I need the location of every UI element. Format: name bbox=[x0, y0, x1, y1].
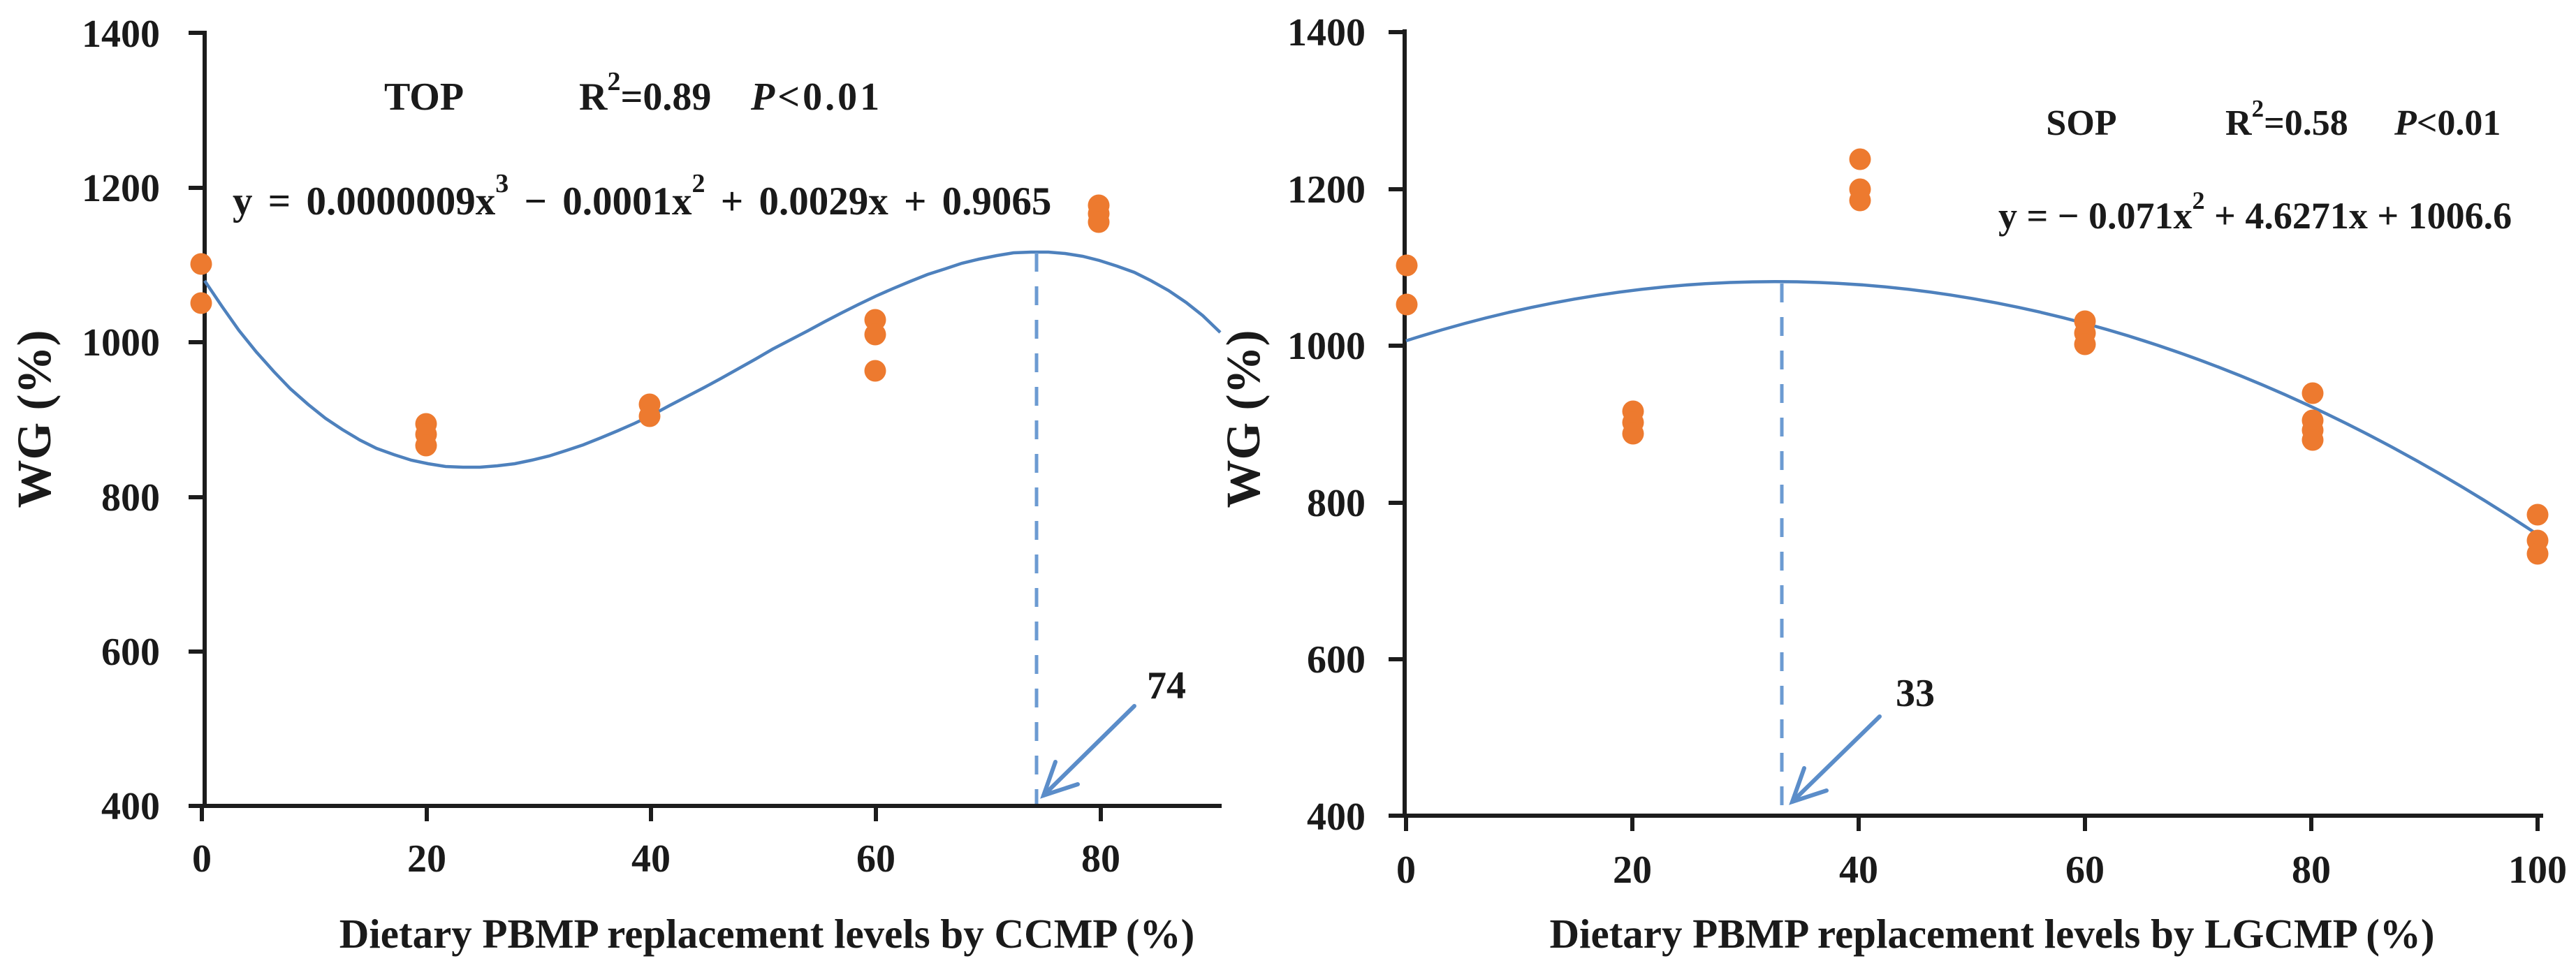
svg-text:R2=0.89: R2=0.89 bbox=[579, 67, 711, 119]
svg-text:0: 0 bbox=[192, 837, 212, 881]
svg-text:600: 600 bbox=[101, 631, 160, 674]
svg-text:P<0.01: P<0.01 bbox=[750, 75, 882, 119]
svg-text:0: 0 bbox=[1396, 849, 1416, 892]
svg-text:800: 800 bbox=[101, 476, 160, 520]
svg-text:1400: 1400 bbox=[82, 13, 160, 56]
svg-text:800: 800 bbox=[1307, 482, 1366, 525]
svg-text:R2=0.58: R2=0.58 bbox=[2225, 95, 2348, 143]
svg-text:40: 40 bbox=[631, 837, 671, 881]
svg-text:y = − 0.071x2 + 4.6271x + 1006: y = − 0.071x2 + 4.6271x + 1006.6 bbox=[1998, 186, 2512, 237]
svg-text:1000: 1000 bbox=[82, 321, 160, 365]
svg-text:20: 20 bbox=[407, 837, 446, 881]
svg-text:80: 80 bbox=[1081, 837, 1120, 881]
svg-text:80: 80 bbox=[2292, 849, 2331, 892]
svg-text:SOP: SOP bbox=[2046, 103, 2116, 143]
svg-text:600: 600 bbox=[1307, 638, 1366, 682]
svg-text:Dietary PBMP replacement level: Dietary PBMP replacement levels by CCMP … bbox=[339, 911, 1194, 957]
svg-text:P<0.01: P<0.01 bbox=[2394, 103, 2501, 143]
svg-text:33: 33 bbox=[1896, 672, 1935, 715]
svg-text:20: 20 bbox=[1613, 849, 1652, 892]
svg-text:WG (%): WG (%) bbox=[1217, 330, 1270, 508]
svg-text:40: 40 bbox=[1839, 849, 1878, 892]
svg-text:100: 100 bbox=[2508, 849, 2567, 892]
svg-text:Dietary PBMP replacement level: Dietary PBMP replacement levels by LGCMP… bbox=[1549, 911, 2434, 957]
svg-text:74: 74 bbox=[1147, 664, 1186, 707]
svg-text:1200: 1200 bbox=[82, 167, 160, 210]
svg-text:60: 60 bbox=[2065, 849, 2105, 892]
svg-text:WG (%): WG (%) bbox=[8, 330, 61, 508]
svg-text:1200: 1200 bbox=[1287, 168, 1366, 212]
svg-text:1400: 1400 bbox=[1287, 11, 1366, 54]
svg-text:1000: 1000 bbox=[1287, 325, 1366, 368]
svg-text:400: 400 bbox=[101, 785, 160, 828]
svg-text:60: 60 bbox=[856, 837, 895, 881]
svg-text:400: 400 bbox=[1307, 795, 1366, 839]
svg-text:TOP: TOP bbox=[384, 75, 464, 119]
